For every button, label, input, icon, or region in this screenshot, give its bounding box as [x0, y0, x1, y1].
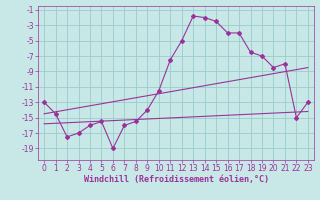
- X-axis label: Windchill (Refroidissement éolien,°C): Windchill (Refroidissement éolien,°C): [84, 175, 268, 184]
